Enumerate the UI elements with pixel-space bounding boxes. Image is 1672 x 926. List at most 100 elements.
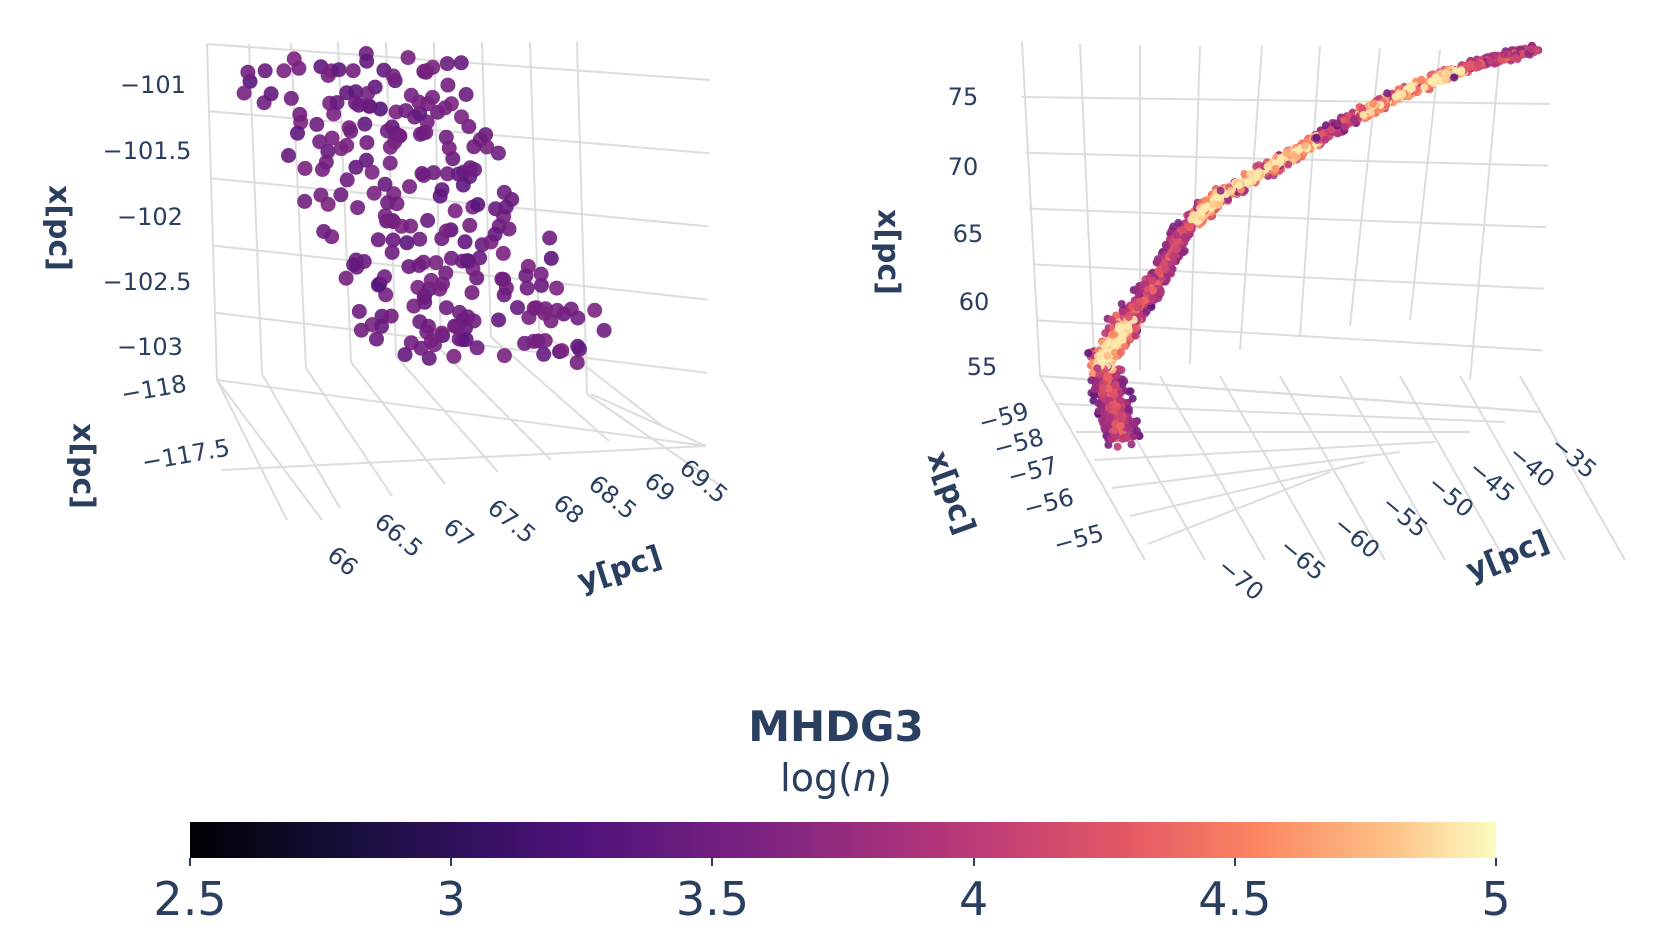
data-point (1321, 135, 1330, 144)
data-point (1110, 330, 1119, 339)
data-point (464, 285, 480, 301)
data-point (1321, 121, 1330, 130)
data-point (596, 322, 612, 338)
data-point (263, 86, 279, 102)
data-point (359, 53, 375, 69)
z-tick-label: 75 (948, 83, 979, 111)
colorbar-tick-label: 5 (1481, 872, 1511, 926)
grid-line (440, 349, 552, 461)
data-point (1168, 252, 1177, 261)
data-point (1518, 49, 1527, 58)
data-point (350, 200, 366, 216)
data-point (412, 105, 428, 121)
data-point (384, 244, 400, 260)
data-point (1131, 331, 1140, 340)
z-tick-label: 65 (953, 220, 984, 248)
grid-line (1021, 96, 1551, 105)
data-point (329, 95, 345, 111)
colorbar-subtitle: log(n) (780, 756, 892, 800)
data-point (399, 235, 415, 251)
data-point (1457, 67, 1466, 76)
data-point (1235, 181, 1243, 190)
data-point (1369, 99, 1377, 108)
data-point (385, 232, 401, 248)
data-point (518, 268, 534, 284)
data-point (1148, 276, 1157, 285)
data-point (411, 94, 427, 110)
data-point (345, 63, 361, 79)
data-point (1101, 329, 1110, 338)
y-tick-label: −60 (1328, 510, 1385, 564)
scene-right-points (1084, 41, 1543, 451)
data-point (348, 95, 363, 111)
data-point (1474, 60, 1482, 69)
data-point (572, 341, 587, 357)
y-tick-label: −70 (1212, 552, 1269, 606)
data-point (1160, 259, 1169, 268)
data-point (398, 103, 414, 119)
data-point (1115, 322, 1123, 331)
data-point (434, 325, 450, 341)
data-point (452, 304, 467, 320)
data-point (467, 162, 482, 178)
grid-line (1459, 375, 1566, 561)
data-point (1133, 426, 1141, 435)
data-point (1173, 244, 1182, 253)
grid-line (1469, 51, 1501, 381)
data-point (351, 304, 367, 319)
data-point (1117, 300, 1126, 308)
data-point (432, 281, 448, 297)
grid-line (481, 41, 492, 338)
data-point (400, 50, 416, 66)
data-point (1499, 50, 1508, 59)
data-point (353, 322, 369, 338)
data-point (1142, 307, 1151, 316)
data-point (1098, 383, 1107, 392)
scene-left[interactable]: −101 −101.5 −102 −102.5 −103 −118 −117.5 66 66.5… (42, 41, 734, 599)
grid-line (1279, 375, 1386, 561)
data-point (419, 63, 435, 79)
data-point (1130, 420, 1139, 429)
data-point (1110, 390, 1119, 399)
z-tick-label: 55 (967, 353, 998, 381)
data-point (426, 165, 442, 181)
data-point (479, 139, 495, 155)
data-point (1398, 90, 1407, 98)
grid-line (1339, 375, 1446, 561)
data-point (416, 254, 431, 270)
data-point (440, 166, 455, 182)
data-point (1148, 293, 1157, 302)
data-point (377, 269, 392, 285)
data-point (1227, 187, 1236, 196)
y-tick-label: 66.5 (369, 507, 428, 563)
data-point (501, 221, 517, 237)
data-point (1152, 258, 1161, 267)
colorbar-tick (972, 858, 975, 866)
data-point (401, 259, 417, 275)
grid-line (212, 244, 708, 301)
data-point (421, 350, 437, 366)
grid-line (1093, 441, 1436, 461)
grid-line (586, 393, 722, 487)
data-point (1441, 75, 1450, 84)
z-tick-label: −101 (120, 71, 186, 99)
data-point (1181, 233, 1189, 241)
data-point (276, 63, 292, 79)
data-point (441, 140, 457, 156)
scene-right-grid (1021, 41, 1626, 561)
data-point (1240, 169, 1249, 178)
z-axis-title: x[pc] (42, 185, 77, 271)
data-point (587, 302, 603, 318)
data-point (1123, 432, 1131, 441)
colorbar-tick-label: 4 (958, 872, 989, 926)
data-point (348, 84, 364, 100)
scene-left-points (236, 46, 612, 371)
y-axis-title: y[pc] (573, 539, 666, 599)
data-point (447, 203, 463, 219)
data-point (439, 56, 455, 72)
data-point (1333, 119, 1342, 128)
data-point (297, 193, 313, 209)
grid-line (1029, 207, 1547, 229)
data-point (346, 257, 362, 273)
